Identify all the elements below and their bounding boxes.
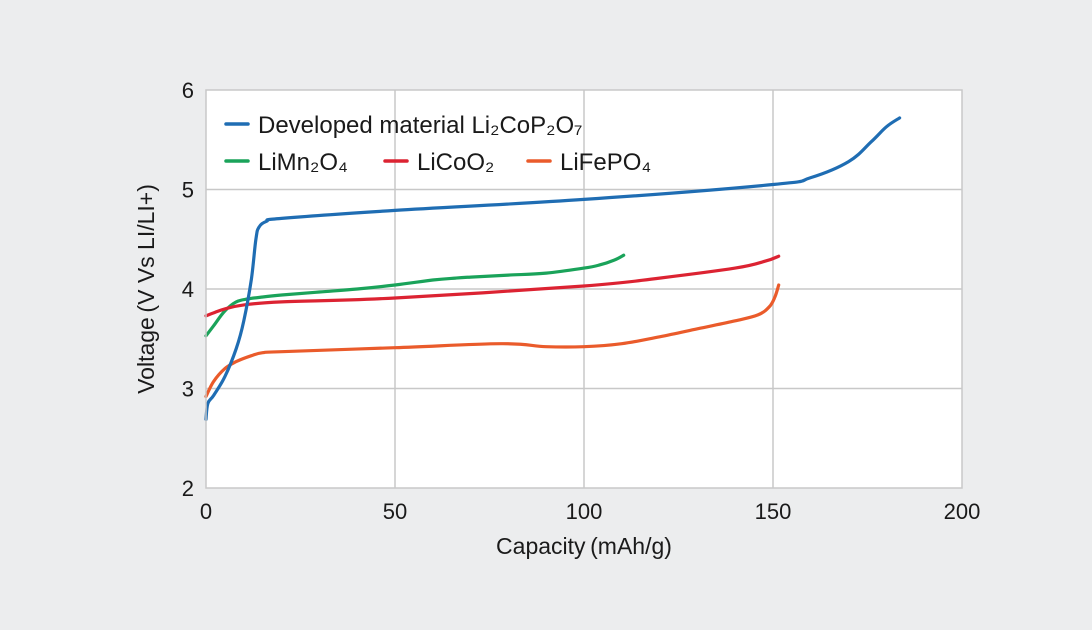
y-tick-labels: 2 3 4 5 6	[182, 78, 194, 501]
legend-label: LiMn₂O₄	[258, 149, 348, 176]
series-line-lifepo	[204, 283, 781, 399]
y-tick-label: 2	[182, 476, 194, 501]
series-line-limn-o	[204, 253, 626, 338]
x-tick-label: 200	[944, 499, 981, 524]
series-lines	[204, 116, 902, 421]
legend-label: LiCoO₂	[417, 149, 494, 176]
y-tick-label: 4	[182, 277, 194, 302]
series-line-licoo	[204, 254, 781, 318]
y-tick-label: 6	[182, 78, 194, 103]
legend-label: LiFePO₄	[560, 149, 651, 176]
x-tick-label: 0	[200, 499, 212, 524]
legend-label: Developed material Li₂CoP₂O₇	[258, 112, 582, 139]
gridlines	[206, 90, 962, 488]
series-line-developed-material-li-cop-o	[204, 116, 902, 421]
x-tick-labels: 0 50 100 150 200	[200, 499, 980, 524]
x-tick-label: 100	[566, 499, 603, 524]
plot-frame	[205, 89, 963, 489]
y-axis-title: Voltage (V Vs LI/LI+)	[133, 184, 159, 394]
x-axis-title: Capacity (mAh/g)	[496, 533, 672, 559]
x-tick-label: 150	[755, 499, 792, 524]
y-tick-label: 3	[182, 377, 194, 402]
y-tick-label: 5	[182, 178, 194, 203]
x-tick-label: 50	[383, 499, 407, 524]
legend: Developed material Li₂CoP₂O₇ LiMn₂O₄ LiCoO…	[224, 112, 651, 176]
